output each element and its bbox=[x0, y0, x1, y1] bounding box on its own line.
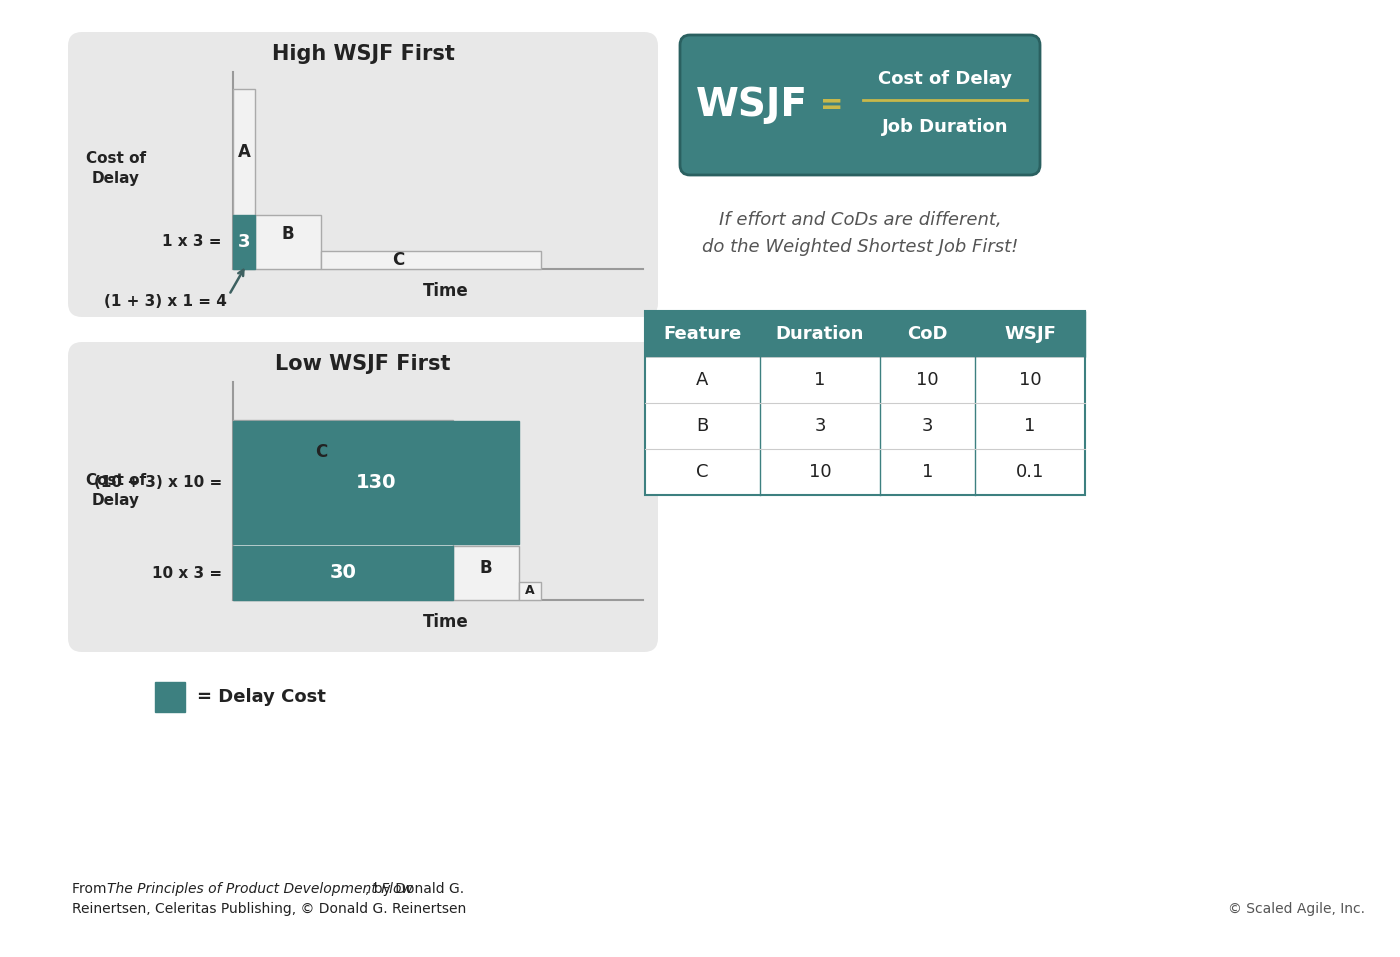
Text: 3: 3 bbox=[921, 417, 934, 435]
FancyBboxPatch shape bbox=[69, 342, 658, 652]
Text: Cost of
Delay: Cost of Delay bbox=[85, 151, 146, 187]
Text: Time: Time bbox=[423, 613, 469, 631]
Text: C: C bbox=[696, 463, 708, 481]
Bar bbox=[232, 421, 519, 544]
Text: The Principles of Product Development Flow: The Principles of Product Development Fl… bbox=[106, 882, 413, 896]
Text: CoD: CoD bbox=[907, 325, 948, 343]
FancyBboxPatch shape bbox=[69, 32, 658, 317]
Text: A: A bbox=[696, 371, 708, 389]
Text: B: B bbox=[281, 225, 294, 243]
Text: A: A bbox=[238, 143, 251, 161]
Text: Reinertsen, Celeritas Publishing, © Donald G. Reinertsen: Reinertsen, Celeritas Publishing, © Dona… bbox=[71, 902, 466, 916]
Text: Cost of Delay: Cost of Delay bbox=[878, 70, 1012, 88]
Text: Time: Time bbox=[423, 282, 469, 300]
Text: C: C bbox=[392, 251, 405, 269]
Text: WSJF: WSJF bbox=[696, 86, 808, 124]
Bar bbox=[232, 89, 255, 269]
Text: 0.1: 0.1 bbox=[1016, 463, 1044, 481]
Text: WSJF: WSJF bbox=[1004, 325, 1056, 343]
Text: 10: 10 bbox=[1019, 371, 1042, 389]
Text: High WSJF First: High WSJF First bbox=[272, 44, 455, 64]
Text: From: From bbox=[71, 882, 111, 896]
Text: A: A bbox=[525, 585, 535, 597]
FancyBboxPatch shape bbox=[680, 35, 1040, 175]
Bar bbox=[645, 449, 1085, 495]
Text: B: B bbox=[696, 417, 708, 435]
Text: © Scaled Agile, Inc.: © Scaled Agile, Inc. bbox=[1228, 902, 1365, 916]
Bar bbox=[645, 357, 1085, 403]
Text: (10 + 3) x 10 =: (10 + 3) x 10 = bbox=[94, 475, 227, 490]
Bar bbox=[155, 682, 185, 712]
Text: 10: 10 bbox=[916, 371, 939, 389]
Text: 1: 1 bbox=[921, 463, 934, 481]
Bar bbox=[454, 546, 519, 600]
Bar bbox=[645, 311, 1085, 495]
Text: do the Weighted Shortest Job First!: do the Weighted Shortest Job First! bbox=[701, 238, 1018, 256]
Bar bbox=[321, 251, 540, 269]
Text: , by Donald G.: , by Donald G. bbox=[365, 882, 465, 896]
Bar bbox=[645, 311, 1085, 357]
Text: Feature: Feature bbox=[664, 325, 742, 343]
Text: 1: 1 bbox=[1025, 417, 1036, 435]
Text: 1: 1 bbox=[815, 371, 826, 389]
Text: 1 x 3 =: 1 x 3 = bbox=[162, 234, 227, 250]
Text: Cost of
Delay: Cost of Delay bbox=[85, 474, 146, 508]
Text: 30: 30 bbox=[329, 564, 357, 583]
Text: 10 x 3 =: 10 x 3 = bbox=[151, 566, 227, 581]
Bar bbox=[232, 420, 454, 600]
Text: 3: 3 bbox=[815, 417, 826, 435]
Text: Duration: Duration bbox=[776, 325, 864, 343]
Text: C: C bbox=[315, 443, 328, 461]
Text: If effort and CoDs are different,: If effort and CoDs are different, bbox=[718, 211, 1001, 229]
Text: 3: 3 bbox=[238, 233, 251, 251]
Text: 10: 10 bbox=[809, 463, 832, 481]
Text: (1 + 3) x 1 = 4: (1 + 3) x 1 = 4 bbox=[104, 294, 227, 308]
Bar bbox=[519, 582, 540, 600]
Text: Low WSJF First: Low WSJF First bbox=[276, 354, 451, 374]
Text: Job Duration: Job Duration bbox=[882, 118, 1008, 136]
Bar bbox=[645, 403, 1085, 449]
Bar bbox=[232, 546, 454, 600]
Text: =: = bbox=[820, 91, 844, 119]
Text: = Delay Cost: = Delay Cost bbox=[197, 688, 326, 706]
Bar bbox=[232, 215, 255, 269]
Text: 130: 130 bbox=[356, 473, 396, 492]
Text: B: B bbox=[480, 559, 493, 577]
Bar bbox=[255, 215, 321, 269]
